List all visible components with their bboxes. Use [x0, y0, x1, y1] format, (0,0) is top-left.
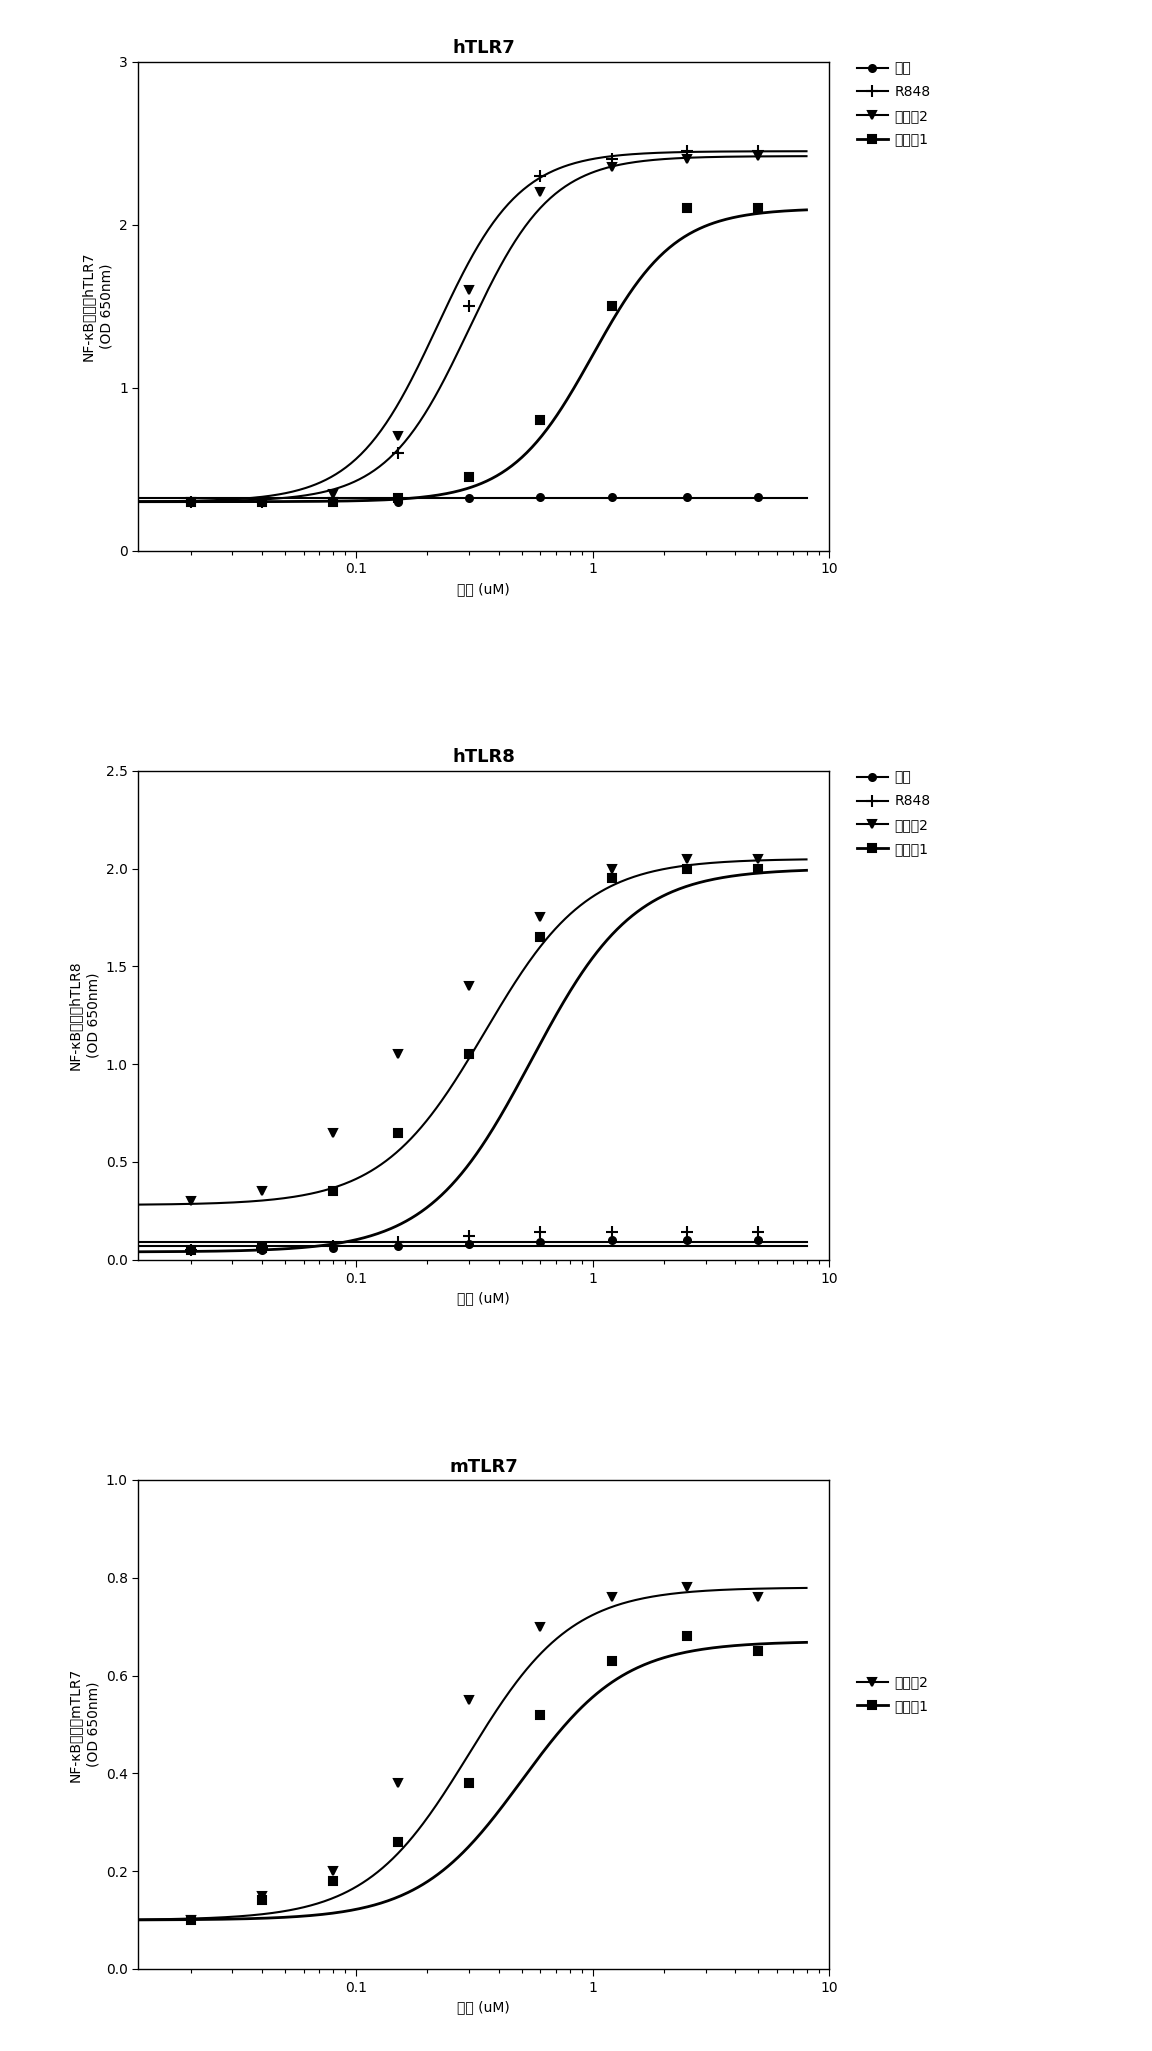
- Title: hTLR7: hTLR7: [453, 39, 515, 57]
- Title: hTLR8: hTLR8: [453, 749, 515, 767]
- Y-axis label: NF-κB诱导：hTLR7
(OD 650nm): NF-κB诱导：hTLR7 (OD 650nm): [81, 252, 113, 361]
- Y-axis label: NF-κB诱导：hTLR8
(OD 650nm): NF-κB诱导：hTLR8 (OD 650nm): [68, 960, 100, 1071]
- X-axis label: 浓度 (uM): 浓度 (uM): [457, 1292, 510, 1304]
- Title: mTLR7: mTLR7: [449, 1458, 518, 1475]
- Legend: 化合牷2, 化合牷1: 化合牷2, 化合牷1: [857, 1676, 929, 1713]
- X-axis label: 浓度 (uM): 浓度 (uM): [457, 2000, 510, 2014]
- Y-axis label: NF-κB诱导：mTLR7
(OD 650nm): NF-κB诱导：mTLR7 (OD 650nm): [68, 1667, 100, 1782]
- X-axis label: 浓度 (uM): 浓度 (uM): [457, 582, 510, 597]
- Legend: 对照, R848, 化合牷2, 化合牷1: 对照, R848, 化合牷2, 化合牷1: [857, 771, 931, 855]
- Legend: 对照, R848, 化合牷2, 化合牷1: 对照, R848, 化合牷2, 化合牷1: [857, 62, 931, 148]
